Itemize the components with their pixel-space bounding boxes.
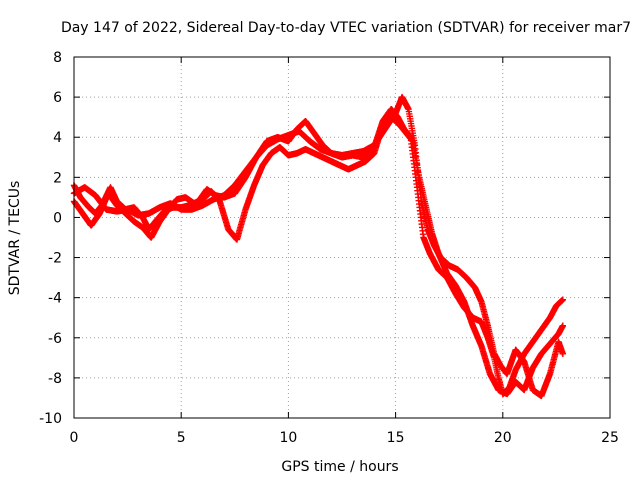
y-tick-label: 4 — [53, 130, 62, 146]
y-tick-label: -10 — [39, 411, 62, 427]
x-tick-label: 10 — [279, 430, 297, 446]
y-tick-label: 6 — [53, 90, 62, 106]
x-tick-label: 15 — [387, 430, 405, 446]
y-tick-label: -4 — [48, 291, 62, 307]
y-tick-label: -6 — [48, 331, 62, 347]
x-axis-label: GPS time / hours — [281, 459, 398, 475]
series-group — [70, 93, 567, 400]
data-point — [559, 350, 567, 358]
x-tick-label: 20 — [494, 430, 512, 446]
axes — [73, 56, 611, 419]
y-tick-label: 2 — [53, 170, 62, 186]
chart-title: Day 147 of 2022, Sidereal Day-to-day VTE… — [61, 20, 631, 36]
x-tick-label: 5 — [177, 430, 186, 446]
x-tick-label: 25 — [601, 430, 619, 446]
grid — [74, 57, 610, 418]
data-point — [559, 296, 567, 303]
x-tick-label: 0 — [70, 430, 79, 446]
y-tick-label: 0 — [53, 210, 62, 226]
data-point — [559, 322, 567, 329]
series-track-2 — [70, 113, 567, 398]
series-track-3 — [70, 93, 567, 400]
y-tick-label: -2 — [48, 251, 62, 267]
y-tick-label: 8 — [53, 50, 62, 66]
y-tick-label: -8 — [48, 371, 62, 387]
y-axis-label: SDTVAR / TECUs — [7, 181, 23, 296]
tick-labels: 0 5 10 15 20 25 -10 -8 -6 -4 -2 0 2 4 6 8 — [39, 50, 619, 446]
plot-frame — [73, 56, 611, 419]
